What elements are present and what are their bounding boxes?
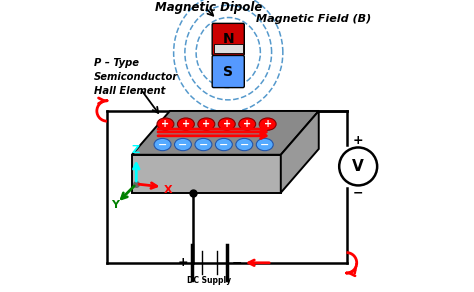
- Text: −: −: [240, 140, 249, 150]
- Circle shape: [339, 147, 377, 185]
- Ellipse shape: [195, 138, 212, 151]
- Text: Magnetic Field (B): Magnetic Field (B): [256, 14, 371, 24]
- Text: +: +: [223, 119, 231, 129]
- Text: +: +: [353, 134, 364, 147]
- Text: −: −: [199, 140, 208, 150]
- Text: Y: Y: [111, 200, 119, 210]
- Ellipse shape: [259, 118, 276, 130]
- FancyBboxPatch shape: [212, 23, 244, 55]
- Text: DC Supply: DC Supply: [187, 276, 231, 285]
- Ellipse shape: [154, 138, 171, 151]
- Text: Z: Z: [132, 145, 140, 155]
- Text: S: S: [223, 65, 233, 79]
- Ellipse shape: [198, 118, 215, 130]
- Text: −: −: [353, 186, 364, 199]
- Text: −: −: [219, 140, 228, 150]
- Ellipse shape: [215, 138, 232, 151]
- Text: −: −: [158, 140, 167, 150]
- Text: −: −: [260, 140, 269, 150]
- Text: X: X: [164, 185, 173, 195]
- Text: −: −: [232, 256, 242, 269]
- Text: +: +: [243, 119, 251, 129]
- FancyBboxPatch shape: [212, 55, 244, 88]
- Text: +: +: [162, 119, 170, 129]
- Ellipse shape: [174, 138, 191, 151]
- Polygon shape: [281, 111, 319, 193]
- Text: +: +: [182, 119, 190, 129]
- Ellipse shape: [177, 118, 194, 130]
- Text: +: +: [202, 119, 210, 129]
- Text: +: +: [178, 256, 188, 269]
- Polygon shape: [132, 155, 281, 193]
- Text: N: N: [222, 32, 234, 46]
- Bar: [214, 44, 243, 53]
- Ellipse shape: [157, 118, 174, 130]
- Ellipse shape: [236, 138, 253, 151]
- Text: V: V: [352, 159, 364, 174]
- Text: i: i: [353, 263, 358, 277]
- Text: +: +: [264, 119, 272, 129]
- Ellipse shape: [256, 138, 273, 151]
- Ellipse shape: [219, 118, 235, 130]
- Text: Magnetic Dipole: Magnetic Dipole: [155, 1, 263, 15]
- Polygon shape: [132, 111, 319, 155]
- Ellipse shape: [239, 118, 255, 130]
- Text: −: −: [178, 140, 188, 150]
- Text: P – Type
Semiconductor
Hall Element: P – Type Semiconductor Hall Element: [94, 58, 178, 96]
